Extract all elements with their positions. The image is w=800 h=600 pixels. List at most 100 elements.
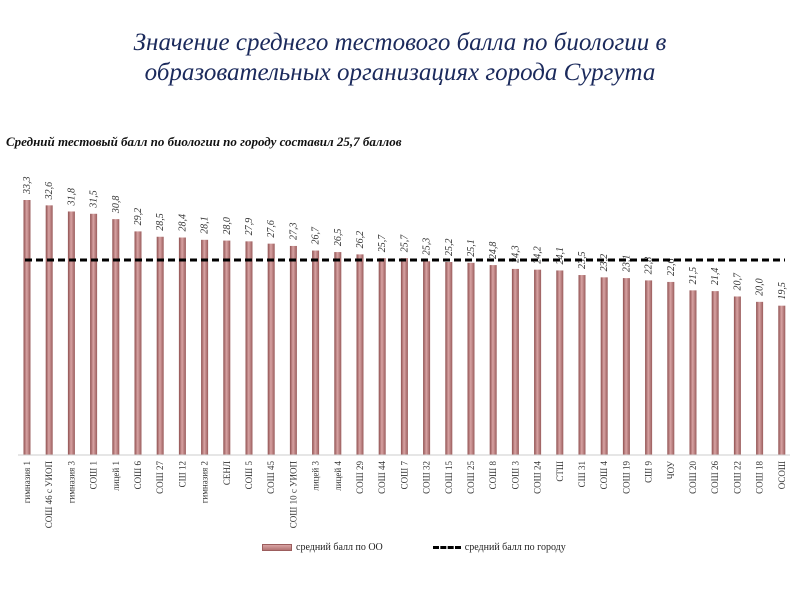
category-label: СОШ 6 xyxy=(133,461,143,490)
value-label: 25,1 xyxy=(466,239,477,257)
category-label: СОШ 15 xyxy=(444,461,454,494)
category-label: СЕНЛ xyxy=(222,461,232,485)
bar xyxy=(689,290,697,455)
value-label: 26,5 xyxy=(333,229,344,247)
value-label: 22,6 xyxy=(666,258,677,276)
category-label: лицей 3 xyxy=(311,461,321,491)
chart-title: Средний тестовый балл по биологии по гор… xyxy=(6,134,402,149)
category-label: СОШ 19 xyxy=(621,461,631,494)
category-label: СОШ 22 xyxy=(732,461,742,494)
category-label: СОШ 45 xyxy=(266,461,276,494)
bar xyxy=(400,258,408,455)
bar xyxy=(289,245,297,455)
legend-label-school: средний балл по ОО xyxy=(296,542,383,553)
legend-item-city: средний балл по городу xyxy=(432,542,566,553)
value-label: 23,5 xyxy=(577,252,588,270)
bar xyxy=(733,296,741,455)
value-label: 19,5 xyxy=(777,282,788,300)
bar xyxy=(556,270,564,455)
title-line-1: Значение среднего тестового балла по био… xyxy=(133,29,667,56)
value-label: 30,8 xyxy=(111,196,122,215)
bar xyxy=(178,237,186,455)
category-label: СОШ 44 xyxy=(377,461,387,494)
value-label: 26,7 xyxy=(311,226,322,245)
category-label: СШ 9 xyxy=(644,461,654,483)
bar-swatch-icon xyxy=(262,544,292,551)
category-label: СОШ 7 xyxy=(399,461,409,490)
bar xyxy=(67,211,75,455)
value-label: 26,2 xyxy=(355,231,366,249)
title-line-2: образовательных организациях города Сург… xyxy=(144,59,656,86)
value-label: 32,6 xyxy=(44,182,55,200)
category-label: ЧОУ xyxy=(666,460,676,479)
value-label: 28,4 xyxy=(177,214,188,232)
value-label: 21,4 xyxy=(710,268,721,286)
bar xyxy=(467,262,475,455)
category-label: СОШ 3 xyxy=(510,461,520,490)
bar xyxy=(534,269,542,455)
bar xyxy=(156,236,164,455)
value-label: 24,8 xyxy=(488,242,499,260)
category-label: гимназия 1 xyxy=(22,461,32,503)
bar xyxy=(45,205,53,455)
bar xyxy=(267,243,275,455)
category-label: СОШ 4 xyxy=(599,461,609,490)
bar xyxy=(578,275,586,455)
value-label: 31,5 xyxy=(89,190,100,209)
value-label: 27,6 xyxy=(266,220,277,238)
category-label: СОШ 32 xyxy=(422,461,432,494)
value-label: 24,3 xyxy=(510,245,521,263)
category-label: лицей 4 xyxy=(333,461,343,491)
value-label: 27,9 xyxy=(244,218,255,236)
bar xyxy=(223,240,231,455)
category-label: СОШ 27 xyxy=(155,461,165,494)
value-label: 22,8 xyxy=(644,257,655,275)
bar xyxy=(423,261,431,455)
value-label: 20,0 xyxy=(755,278,766,296)
category-label: СОШ 24 xyxy=(533,461,543,494)
value-label: 25,7 xyxy=(377,234,388,253)
bar xyxy=(23,200,31,455)
bar xyxy=(511,268,519,455)
value-label: 28,0 xyxy=(222,217,233,235)
category-label: СШ 12 xyxy=(177,461,187,487)
bar xyxy=(667,281,675,455)
value-label: 25,7 xyxy=(399,234,410,253)
bar xyxy=(622,278,630,455)
value-label: 23,1 xyxy=(621,255,632,272)
page-title: Значение среднего тестового балла по био… xyxy=(0,28,800,88)
value-label: 20,7 xyxy=(732,272,743,291)
bar xyxy=(711,291,719,455)
value-label: 29,2 xyxy=(133,208,144,226)
bar xyxy=(645,280,653,455)
bar xyxy=(378,258,386,455)
category-label: СОШ 5 xyxy=(244,461,254,490)
category-label: СОШ 20 xyxy=(688,461,698,494)
category-label: СОШ 46 с УИОП xyxy=(44,461,54,529)
category-label: СШ 31 xyxy=(577,461,587,487)
bar xyxy=(600,277,608,455)
value-label: 28,5 xyxy=(155,213,166,231)
category-label: лицей 1 xyxy=(111,461,121,491)
bar xyxy=(312,250,320,455)
category-label: СОШ 1 xyxy=(89,461,99,489)
category-label: гимназия 2 xyxy=(200,461,210,503)
value-label: 25,2 xyxy=(444,239,455,257)
bar xyxy=(90,213,98,455)
bar xyxy=(201,239,209,455)
bars-group: 33,3 гимназия 1 32,6 СОШ 46 с УИОП 31,8 гимна… xyxy=(18,177,790,529)
category-label: СОШ 29 xyxy=(355,461,365,494)
legend: средний балл по ОО средний балл по город… xyxy=(262,542,566,553)
value-label: 28,1 xyxy=(200,216,211,234)
value-label: 21,5 xyxy=(688,267,699,285)
value-label: 24,1 xyxy=(555,247,566,265)
legend-label-city: средний балл по городу xyxy=(464,542,566,553)
category-label: ОСОШ xyxy=(777,461,787,489)
value-label: 24,2 xyxy=(533,246,544,264)
bar xyxy=(778,305,786,455)
bar xyxy=(112,219,120,455)
category-label: СОШ 18 xyxy=(755,461,765,494)
value-label: 31,8 xyxy=(66,188,77,207)
bar xyxy=(245,241,253,455)
bar-chart: 33,3 гимназия 1 32,6 СОШ 46 с УИОП 31,8 гимна… xyxy=(18,177,790,529)
